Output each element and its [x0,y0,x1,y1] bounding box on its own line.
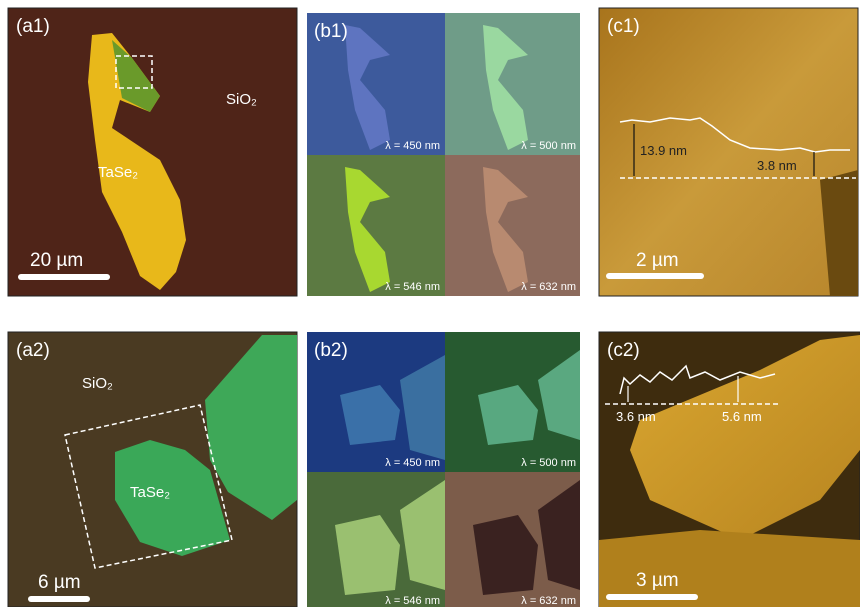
scale-bar [606,594,698,600]
substrate-label: SiO₂ [82,375,113,392]
wavelength-label: λ = 632 nm [521,281,576,293]
flake-label: TaSe₂ [98,164,138,181]
scale-bar-label: 3 µm [636,570,679,591]
panel-label: (c1) [607,16,640,37]
height-label: 5.6 nm [722,409,762,424]
wavelength-label: λ = 450 nm [385,140,440,152]
wavelength-label: λ = 500 nm [521,140,576,152]
scale-bar-label: 2 µm [636,250,679,271]
scale-bar-label: 6 µm [38,572,81,593]
panel-a1: (a1) SiO₂ TaSe₂ 20 µm [8,8,297,296]
scale-bar [606,273,704,279]
panel-label: (a2) [16,340,50,361]
height-label: 13.9 nm [640,143,687,158]
panel-label: (a1) [16,16,50,37]
wavelength-label: λ = 450 nm [385,457,440,469]
panel-label: (c2) [607,340,640,361]
panel-b2: (b2) λ = 450 nm λ = 500 nm λ = 546 nm λ … [307,332,580,607]
scale-bar-label: 20 µm [30,250,83,271]
figure: (a1) SiO₂ TaSe₂ 20 µm (b1) λ = 450 nm λ … [0,0,860,607]
panel-label: (b2) [314,340,348,361]
wavelength-label: λ = 632 nm [521,595,576,607]
panel-c2: 3.6 nm 5.6 nm (c2) 3 µm [599,332,860,607]
flake-label: TaSe₂ [130,484,170,501]
scale-bar [18,274,110,280]
panel-a2: (a2) SiO₂ TaSe₂ 6 µm [8,332,297,607]
height-label: 3.6 nm [616,409,656,424]
panel-b1: (b1) λ = 450 nm λ = 500 nm λ = 546 nm λ … [307,13,580,296]
substrate-label: SiO₂ [226,91,257,108]
height-label: 3.8 nm [757,158,797,173]
wavelength-label: λ = 546 nm [385,595,440,607]
wavelength-label: λ = 500 nm [521,457,576,469]
panel-c1: 13.9 nm 3.8 nm (c1) 2 µm [599,8,858,296]
wavelength-label: λ = 546 nm [385,281,440,293]
panel-label: (b1) [314,21,348,42]
scale-bar [28,596,90,602]
